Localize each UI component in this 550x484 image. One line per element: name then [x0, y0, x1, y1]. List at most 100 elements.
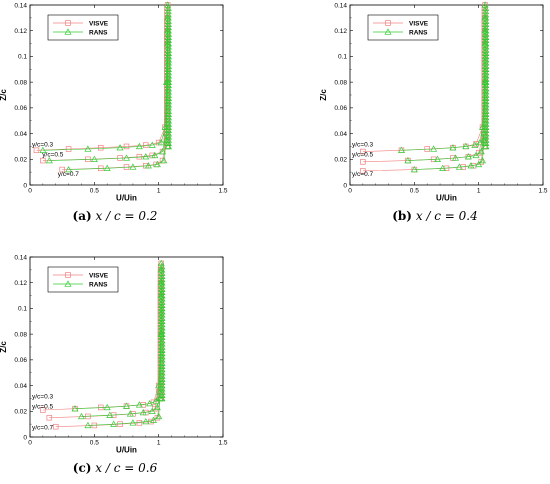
- caption-b-math: x / c = 0.4: [415, 209, 478, 223]
- data-point: [84, 145, 92, 152]
- data-point: [482, 49, 490, 56]
- y-tick-label: 0.1: [338, 54, 347, 61]
- data-point: [164, 104, 172, 111]
- data-point: [158, 263, 166, 270]
- caption-c-math: x / c = 0.6: [95, 461, 158, 475]
- data-point: [158, 330, 166, 337]
- data-point: [449, 144, 457, 151]
- profile-annotation: y/c=0.3: [32, 141, 54, 148]
- legend-swatch-marker: [64, 28, 72, 35]
- x-tick-label: 0: [28, 188, 32, 195]
- legend-swatch-marker: [385, 20, 391, 26]
- data-point: [158, 362, 166, 369]
- data-point: [471, 141, 479, 148]
- data-point: [455, 163, 463, 170]
- caption-b: (b) x / c = 0.4: [392, 209, 478, 223]
- series-rans: [71, 259, 166, 429]
- data-point: [158, 349, 166, 357]
- data-point: [164, 129, 172, 137]
- x-axis-label: U/Uin: [436, 194, 457, 203]
- y-tick-label: 0: [343, 182, 347, 189]
- data-point: [110, 420, 118, 427]
- data-point: [164, 4, 172, 11]
- data-point: [482, 17, 490, 24]
- data-point: [158, 356, 166, 363]
- data-point: [464, 153, 472, 160]
- data-point: [144, 162, 152, 169]
- data-point: [482, 107, 490, 114]
- data-point: [164, 52, 172, 60]
- y-tick-label: 0.02: [14, 409, 27, 416]
- y-tick-label: 0.14: [14, 2, 27, 9]
- data-point: [164, 133, 172, 140]
- data-point: [482, 142, 490, 150]
- data-point: [52, 423, 59, 430]
- data-point: [164, 30, 172, 37]
- data-point: [46, 414, 53, 421]
- data-point: [164, 142, 172, 150]
- profile-annotation: y/c=0.3: [32, 393, 54, 400]
- data-point: [158, 359, 166, 366]
- data-point: [158, 340, 166, 347]
- data-point: [158, 378, 166, 386]
- legend-box: [47, 14, 119, 41]
- data-point: [150, 416, 158, 423]
- data-point: [481, 14, 489, 21]
- data-point: [481, 1, 489, 8]
- data-point: [164, 62, 172, 69]
- data-point: [103, 164, 111, 171]
- data-point: [360, 168, 366, 174]
- data-point: [482, 101, 490, 108]
- data-point: [477, 147, 485, 155]
- x-tick-label: 1: [477, 188, 481, 195]
- caption-a-tag: (a): [72, 209, 92, 223]
- y-tick-label: 0.04: [14, 131, 27, 138]
- data-point: [482, 72, 490, 79]
- data-point: [164, 101, 172, 108]
- data-point: [482, 113, 490, 121]
- data-point: [481, 27, 489, 34]
- series-rans: [397, 1, 490, 173]
- profile-annotation: y/c=0.7: [58, 171, 80, 178]
- data-point: [164, 107, 172, 114]
- data-point: [158, 353, 166, 360]
- data-point: [157, 138, 165, 146]
- data-point: [482, 97, 490, 105]
- data-point: [482, 123, 490, 130]
- profile-line-2: [49, 17, 168, 161]
- data-point: [164, 14, 172, 21]
- data-point: [158, 298, 166, 305]
- data-point: [158, 308, 166, 315]
- data-point: [158, 320, 166, 328]
- data-point: [123, 143, 130, 150]
- data-point: [482, 120, 490, 127]
- legend: VISVE RANS: [47, 266, 119, 293]
- x-tick-label: 0.5: [90, 188, 99, 195]
- data-point: [164, 120, 172, 127]
- data-point: [164, 43, 172, 50]
- profile-line-3: [362, 30, 486, 172]
- data-point: [59, 166, 65, 173]
- y-tick-label: 0.04: [334, 131, 347, 138]
- data-point: [482, 33, 490, 40]
- data-point: [452, 154, 460, 161]
- data-point: [151, 151, 159, 159]
- legend-swatch-marker: [65, 20, 71, 26]
- profile-line-2: [407, 17, 486, 161]
- data-point: [482, 36, 490, 44]
- x-tick-label: 0: [348, 188, 352, 195]
- legend: VISVE RANS: [47, 14, 119, 41]
- data-point: [439, 164, 447, 171]
- data-point: [135, 401, 143, 408]
- data-point: [158, 324, 166, 331]
- data-point: [482, 136, 490, 143]
- chart-panel-2: 0 0.5 1 1.5 0 0.02 0.04 0.06 0.08 0.1 0.12 0.14 U/Ui…: [319, 1, 548, 203]
- data-point: [467, 162, 475, 169]
- data-point: [482, 139, 490, 146]
- data-point: [157, 279, 165, 286]
- data-point: [164, 11, 172, 18]
- data-point: [164, 65, 172, 72]
- y-tick-label: 0.08: [14, 79, 27, 86]
- data-point: [158, 269, 166, 276]
- profile-annotation: y/c=0.3: [352, 141, 374, 148]
